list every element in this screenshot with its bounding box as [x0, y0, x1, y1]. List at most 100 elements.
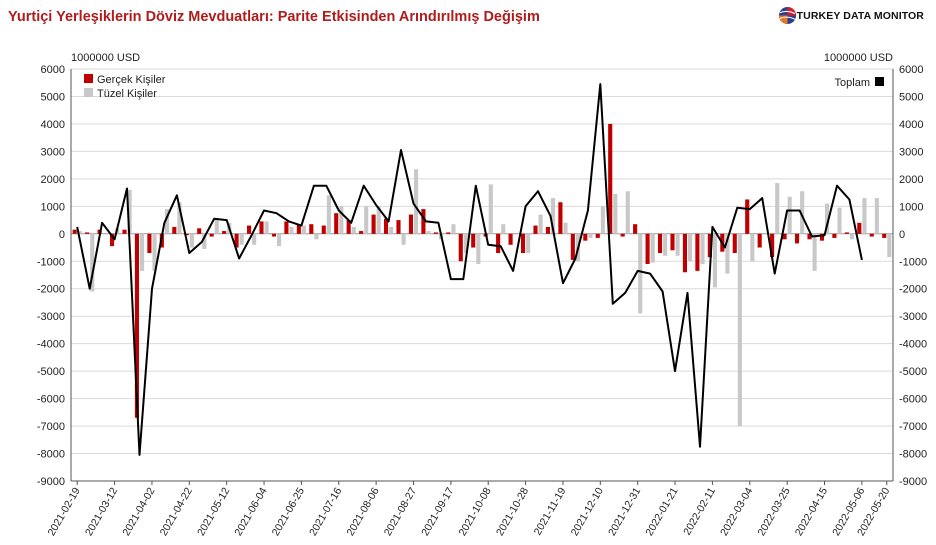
bar-tuzel — [326, 195, 331, 234]
line-series — [76, 83, 863, 456]
bar-gercek — [770, 233, 775, 258]
bar-tuzel — [164, 209, 170, 234]
bar-tuzel — [563, 222, 568, 234]
bar-tuzel — [339, 206, 344, 234]
bar-tuzel — [264, 221, 269, 234]
bar-tuzel — [837, 207, 842, 234]
x-tick-label: 2021-06-25 — [270, 485, 307, 538]
bar-tuzel — [712, 233, 718, 288]
bar-tuzel — [252, 233, 257, 245]
bar-gercek — [222, 231, 227, 234]
bar-gercek — [296, 224, 301, 234]
bar-gercek — [383, 218, 389, 234]
bar-gercek — [184, 233, 189, 236]
bar-tuzel — [488, 184, 493, 234]
bar-tuzel — [376, 206, 381, 234]
y-tick-label-right: 2000 — [899, 174, 923, 186]
x-tick-label: 2021-12-31 — [606, 485, 643, 538]
bar-gercek — [72, 229, 77, 234]
y-tick-label-left: -1000 — [37, 256, 65, 268]
y-tick-label-right: 0 — [899, 229, 905, 241]
x-tick-label: 2022-03-25 — [755, 485, 792, 538]
brand-name: TURKEY DATA MONITOR — [796, 9, 924, 22]
bar-gercek — [533, 225, 538, 234]
x-tick-label: 2021-08-06 — [344, 485, 381, 538]
bar-tuzel — [90, 233, 95, 292]
bar-tuzel — [451, 224, 456, 234]
bar-tuzel — [277, 233, 282, 247]
bar-tuzel — [289, 226, 294, 234]
y-tick-label-left: -3000 — [37, 311, 65, 323]
right-axis-unit: 1000000 USD — [824, 52, 893, 64]
bar-tuzel — [239, 233, 244, 245]
y-tick-label-left: -9000 — [37, 476, 65, 488]
bar-gercek — [209, 233, 214, 237]
y-tick-label-right: -3000 — [899, 311, 927, 323]
brand-logo: TURKEY DATA MONITOR — [778, 6, 924, 25]
bar-gercek — [421, 209, 426, 234]
bar-tuzel — [663, 233, 668, 256]
bar-tuzel — [389, 226, 394, 234]
y-tick-label-left: 3000 — [41, 146, 65, 158]
bar-gercek — [458, 233, 463, 262]
bar-tuzel — [825, 203, 830, 234]
x-tick-label: 2021-08-27 — [382, 485, 419, 538]
bar-tuzel — [700, 233, 705, 265]
bar-gercek — [109, 233, 115, 247]
bar-tuzel — [127, 189, 132, 234]
bar-gercek — [134, 233, 139, 418]
bar-tuzel — [364, 206, 369, 234]
bar-gercek — [807, 233, 812, 240]
bar-gercek — [595, 233, 600, 238]
bar-tuzel — [551, 198, 556, 234]
bar-tuzel — [600, 206, 605, 234]
bar-gercek — [408, 214, 413, 234]
globe-logo-icon — [778, 6, 796, 25]
y-tick-label-left: 1000 — [41, 201, 65, 213]
bar-tuzel — [538, 214, 543, 234]
y-tick-label-right: -5000 — [899, 366, 927, 378]
bar-tuzel — [737, 233, 742, 427]
y-tick-label-right: -1000 — [899, 256, 927, 268]
bar-gercek — [321, 225, 326, 234]
bar-tuzel — [688, 233, 693, 262]
bar-tuzel — [812, 233, 817, 271]
bar-tuzel — [501, 224, 506, 234]
y-tick-label-right: -9000 — [899, 476, 927, 488]
legend-label-toplam: Toplam — [835, 77, 870, 89]
bar-tuzel — [625, 191, 630, 234]
bar-gercek — [782, 233, 787, 240]
y-tick-label-left: -6000 — [37, 394, 65, 406]
y-tick-label-right: -4000 — [899, 339, 927, 351]
y-tick-label-right: -6000 — [899, 394, 927, 406]
bar-tuzel — [414, 169, 419, 234]
bar-gercek — [707, 233, 712, 258]
bar-gercek — [284, 221, 289, 234]
bar-gercek — [334, 213, 339, 234]
bar-gercek — [122, 229, 127, 234]
bar-gercek — [869, 233, 874, 237]
y-tick-label-right: -2000 — [899, 284, 927, 296]
x-tick-label: 2022-03-04 — [718, 485, 755, 538]
bar-tuzel — [177, 202, 182, 234]
bar-tuzel — [214, 220, 219, 234]
bar-gercek — [197, 228, 202, 234]
bar-tuzel — [650, 233, 655, 263]
bar-tuzel — [638, 233, 643, 314]
bar-tuzel — [351, 226, 356, 234]
bar-tuzel — [301, 225, 307, 234]
bar-gercek — [732, 233, 737, 254]
bar-gercek — [147, 233, 152, 254]
bar-tuzel — [849, 233, 855, 240]
bar-gercek — [520, 233, 526, 254]
x-tick-label: 2021-10-08 — [457, 485, 494, 538]
y-tick-label-left: -8000 — [37, 449, 65, 461]
y-tick-label-right: 4000 — [899, 119, 923, 131]
bar-gercek — [620, 233, 625, 237]
bar-gercek — [346, 220, 351, 234]
y-tick-label-right: -8000 — [899, 449, 927, 461]
bar-tuzel — [401, 233, 406, 245]
bar-gercek — [234, 233, 239, 248]
bar-gercek — [246, 225, 252, 234]
